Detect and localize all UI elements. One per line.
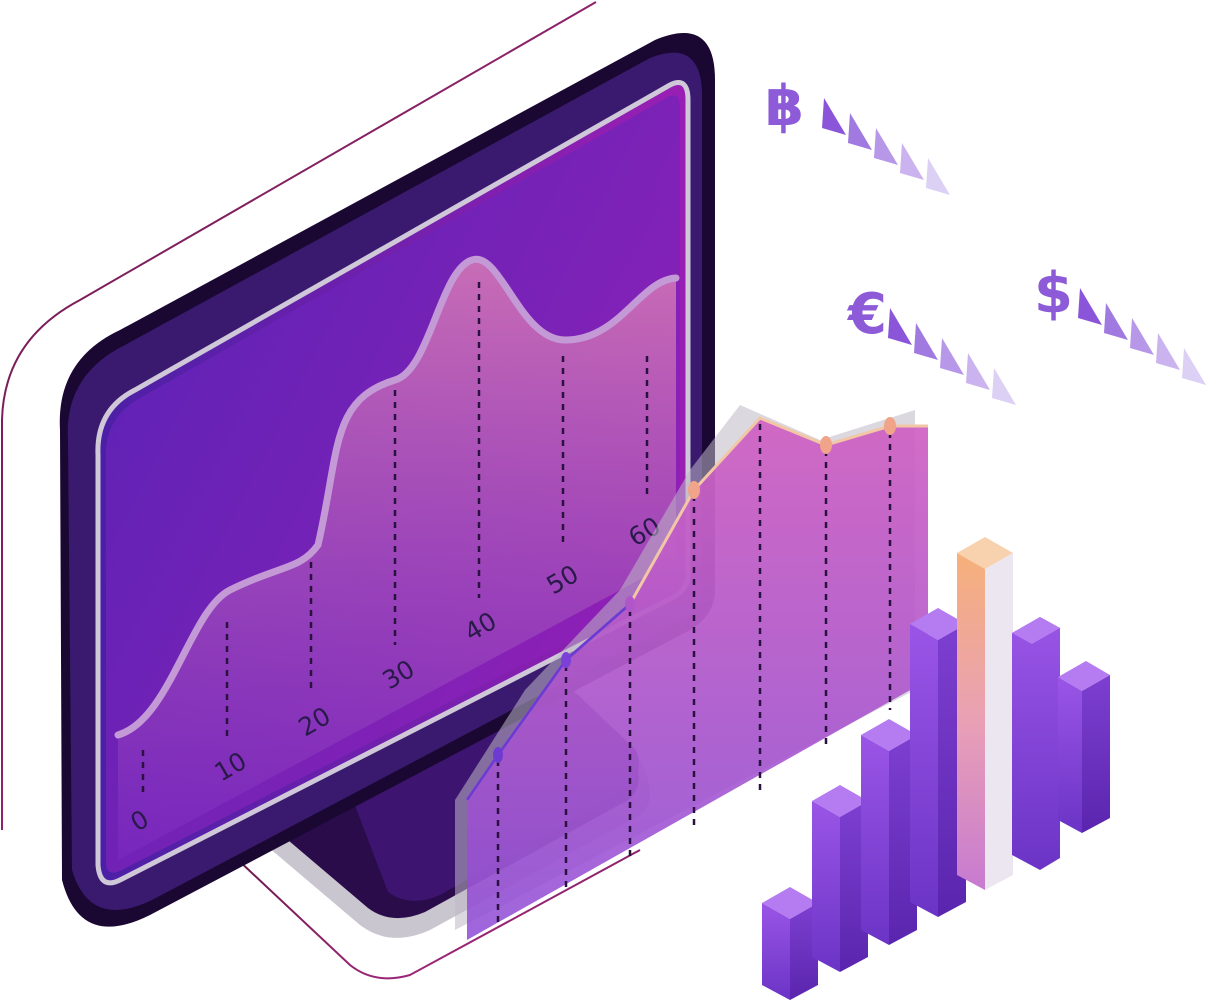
bitcoin-icon: ฿ (765, 74, 804, 139)
arrow-triangle-icon (888, 308, 1016, 405)
bar-2 (812, 785, 868, 972)
bar-6 (1058, 661, 1110, 833)
bar-accent (957, 537, 1013, 890)
floating-line-chart-panel (455, 405, 928, 940)
screen-area-chart: 0 10 20 30 40 50 60 (114, 255, 680, 860)
currency-dollar: $ (1034, 261, 1206, 385)
bar-1 (762, 887, 818, 1000)
bar-3 (861, 719, 917, 945)
euro-icon: € (846, 282, 887, 347)
dollar-icon: $ (1034, 261, 1073, 326)
arrow-triangle-icon (1078, 288, 1206, 385)
currency-bitcoin: ฿ (765, 74, 950, 195)
isometric-bar-chart (762, 537, 1110, 1000)
background-outline (1, 1, 641, 980)
currency-euro: € (846, 282, 1016, 405)
arrow-triangle-icon (822, 98, 950, 195)
bar-5 (1012, 617, 1060, 870)
chart-points (493, 417, 896, 763)
